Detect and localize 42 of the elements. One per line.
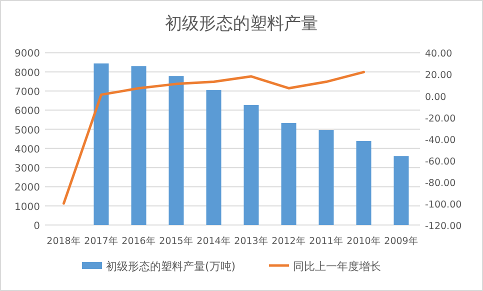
y2-tick-label: -100.00 [425,199,462,210]
bar [94,63,109,225]
y-tick-label: 6000 [14,106,40,118]
y-tick-label: 5000 [14,125,40,136]
y2-tick-label: -120.00 [425,221,462,232]
x-tick-label: 2015年 [159,235,194,247]
y-tick-label: 3000 [14,164,40,175]
y-tick-label: 2000 [14,182,40,194]
x-tick-label: 2017年 [84,235,118,247]
x-tick-label: 2009年 [384,235,418,247]
y2-tick-label: -60.00 [425,156,456,168]
y2-tick-label: -20.00 [425,113,456,124]
bar [356,140,372,225]
x-tick-label: 2011年 [309,235,344,247]
y-tick-label: 0 [34,221,40,232]
bar [244,104,259,225]
bar [206,90,222,225]
chart-title: 初级形态的塑料产量 [165,14,318,34]
x-tick-label: 2018年 [46,235,81,247]
y-tick-label: 8000 [14,68,40,79]
y-tick-label: 4000 [14,144,40,156]
line-series [62,70,365,205]
x-tick-label: 2012年 [272,235,306,247]
y-tick-label: 9000 [14,48,40,60]
bar [281,122,296,225]
bar [168,76,184,225]
y2-tick-label: -80.00 [425,178,456,189]
y2-tick-label: 20.00 [425,70,452,82]
y-tick-label: 1000 [14,202,40,213]
y2-tick-label: 40.00 [425,48,452,60]
legend-label: 同比上一年度增长 [293,260,381,273]
y-tick-label: 7000 [14,86,40,98]
legend-label: 初级形态的塑料产量(万吨) [106,260,236,273]
x-tick-label: 2013年 [234,235,268,247]
bar [394,156,409,225]
x-tick-label: 2014年 [196,235,231,247]
bar [318,130,334,225]
x-tick-label: 2016年 [122,235,156,247]
bar [131,66,146,225]
y2-tick-label: -40.00 [425,134,456,146]
y2-tick-label: 0.00 [425,92,446,103]
x-tick-label: 2010年 [346,235,381,247]
